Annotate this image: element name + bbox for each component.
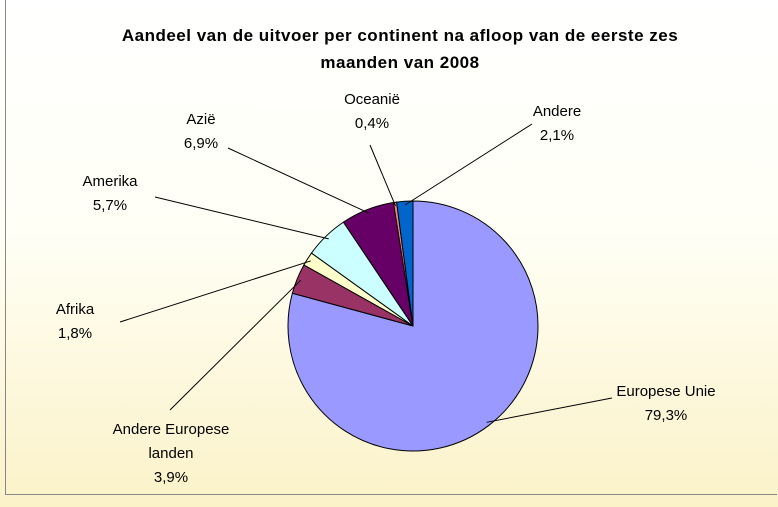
frame [5, 0, 777, 495]
leader-line [119, 260, 311, 323]
category-label: Andere Europese landen [112, 421, 230, 462]
leader-line [169, 279, 302, 411]
leader-line [369, 144, 397, 207]
slice-label: Andere 2,1% [517, 100, 597, 148]
value-label: 5,7% [92, 197, 128, 214]
leader-line [486, 397, 613, 423]
value-label: 0,4% [354, 115, 390, 132]
category-label: Azië [186, 111, 216, 128]
slice-label: Azië 6,9% [166, 108, 236, 156]
value-label: 1,8% [57, 325, 93, 342]
leader-line [227, 147, 369, 214]
slice-label: Afrika 1,8% [35, 298, 115, 346]
value-label: 6,9% [183, 135, 219, 152]
leader-line [404, 123, 533, 206]
slice-label: Andere Europese landen 3,9% [96, 418, 246, 490]
category-label: Amerika [82, 173, 138, 190]
category-label: Europese Unie [616, 383, 716, 400]
slice-label: Europese Unie 79,3% [596, 380, 736, 428]
category-label: Afrika [55, 301, 95, 318]
leader-line [154, 196, 329, 240]
category-label: Oceanië [344, 91, 400, 108]
category-label: Andere [532, 103, 582, 120]
slice-label: Oceanië 0,4% [332, 88, 412, 136]
value-label: 79,3% [644, 407, 688, 424]
chart-title: Aandeel van de uitvoer per continent na … [121, 26, 679, 72]
slice-label: Amerika 5,7% [65, 170, 155, 218]
value-label: 2,1% [539, 127, 575, 144]
pie-slice [396, 200, 414, 327]
value-label: 3,9% [153, 469, 189, 486]
